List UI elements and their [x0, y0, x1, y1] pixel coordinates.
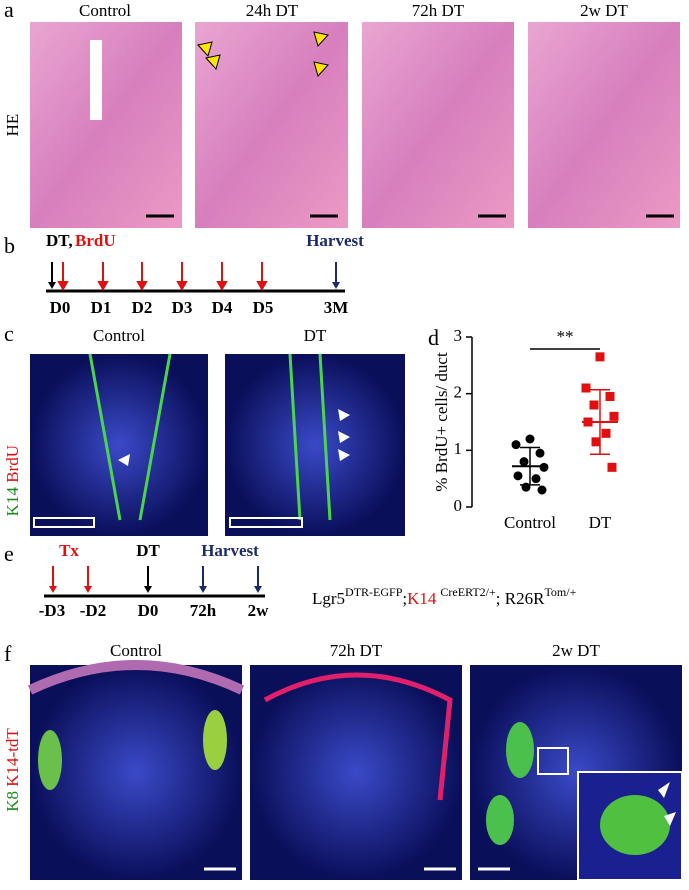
harvest-label: Harvest [306, 231, 364, 250]
panel-label: c [4, 321, 14, 346]
k8-label: K8 [3, 791, 22, 812]
timeline [46, 262, 345, 293]
he-images [30, 22, 680, 228]
data-point [525, 434, 535, 444]
scatter-chart: 0 1 2 3% BrdU+ cells/ duct ** Control DT [432, 326, 619, 532]
image-title: 72h DT [412, 1, 465, 20]
day-label: 3M [324, 298, 349, 317]
data-point [581, 383, 591, 393]
y-tick-label: 1 [454, 439, 463, 458]
data-point [589, 400, 599, 410]
data-point [605, 392, 615, 401]
harvest-label: Harvest [201, 541, 259, 560]
dt-label: DT [136, 541, 160, 560]
timeline [44, 566, 265, 598]
k14-label: K14 [3, 487, 22, 517]
x-tick-label: Control [504, 513, 556, 532]
day-label: 72h [190, 601, 217, 620]
image-title: 2w DT [580, 1, 628, 20]
day-label: -D3 [39, 601, 65, 620]
y-tick-label: 3 [454, 326, 463, 345]
panel-label: b [4, 233, 15, 258]
image-title: 24h DT [246, 1, 299, 20]
stain-label: K14 BrdU [3, 445, 22, 516]
allele: Tom/+ [544, 585, 576, 599]
panel-label: f [4, 641, 12, 666]
row-label: HE [3, 114, 22, 137]
day-label: D5 [253, 298, 274, 317]
data-point [531, 474, 541, 484]
x-tick-label: DT [589, 513, 612, 532]
brdu-label: BrdU [75, 231, 116, 250]
fluorescence-images [30, 353, 405, 536]
data-point [519, 457, 529, 467]
image-title: 72h DT [330, 641, 383, 660]
day-label: D1 [91, 298, 112, 317]
day-label: D0 [50, 298, 71, 317]
image-title: Control [93, 326, 145, 345]
data-point [609, 411, 619, 421]
day-label: 2w [248, 601, 270, 620]
panel-label: d [428, 325, 439, 350]
genotype: Lgr5DTR-EGFP;K14 CreERT2/+; R26RTom/+ [312, 585, 577, 608]
image-title: Control [79, 1, 131, 20]
data-point [591, 437, 601, 447]
dt-label: DT, [46, 231, 73, 250]
y-tick-label: 0 [454, 496, 463, 515]
day-label: D3 [172, 298, 193, 317]
allele: DTR-EGFP [345, 585, 403, 599]
y-axis-label: % BrdU+ cells/ duct [432, 352, 451, 492]
k14tdt-label: K14-tdT [3, 728, 22, 787]
data-point [595, 352, 605, 362]
image-title: Control [110, 641, 162, 660]
data-point [513, 471, 523, 481]
brdu-label: BrdU [3, 445, 22, 483]
stain-label: K8 K14-tdT [3, 728, 22, 812]
panel-label: a [4, 0, 14, 22]
image-title: 2w DT [552, 641, 600, 660]
significance: ** [557, 327, 574, 346]
data-point [535, 448, 545, 458]
allele: CreERT2/+ [440, 585, 496, 599]
image-title: DT [304, 326, 327, 345]
gene: Lgr5 [312, 589, 345, 608]
data-point [539, 462, 549, 472]
day-label: D4 [212, 298, 233, 317]
day-label: D2 [132, 298, 153, 317]
fluorescence-images [27, 660, 683, 881]
day-label: D0 [138, 601, 159, 620]
panel-label: e [4, 541, 14, 566]
data-point [537, 485, 547, 495]
separator: ; [402, 589, 407, 608]
data-point [521, 482, 531, 492]
data-point [511, 440, 521, 450]
day-label: -D2 [80, 601, 106, 620]
gene: ; R26R [496, 589, 545, 608]
tx-label: Tx [59, 541, 79, 560]
data-point [601, 428, 611, 438]
gene: K14 [407, 589, 437, 608]
y-tick-label: 2 [454, 383, 463, 402]
data-point [607, 462, 617, 472]
